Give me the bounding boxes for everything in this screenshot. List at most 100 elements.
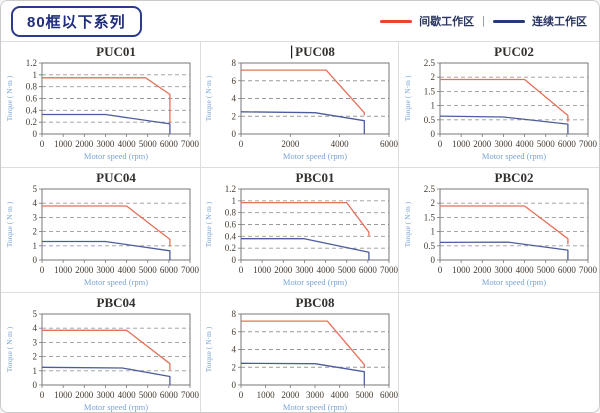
- y-tick-label: 6: [232, 327, 237, 337]
- x-tick-label: 2000: [473, 139, 492, 149]
- x-tick-label: 7000: [380, 265, 399, 275]
- x-tick-label: 3000: [96, 139, 115, 149]
- legend-label: 连续工作区: [532, 16, 587, 28]
- x-tick-label: 2000: [281, 139, 300, 149]
- x-tick-label: 1000: [257, 390, 276, 400]
- series-line-continuous: [41, 113, 171, 134]
- x-tick-label: 0: [438, 265, 443, 275]
- text-cursor: [291, 45, 293, 59]
- x-axis-label: Motor speed (rpm): [283, 277, 347, 287]
- x-axis-label: Motor speed (rpm): [83, 277, 147, 287]
- x-tick-label: 0: [239, 265, 244, 275]
- series-line-continuous: [240, 111, 365, 134]
- chart-title: PUC02: [494, 44, 534, 59]
- y-axis-label: Torque ( N·m ): [403, 201, 412, 247]
- x-tick-label: 3000: [96, 265, 115, 275]
- y-tick-label: 0: [232, 255, 237, 265]
- x-tick-label: 0: [39, 139, 44, 149]
- y-tick-label: 0.6: [225, 220, 237, 230]
- y-tick-label: 0: [431, 129, 436, 139]
- y-tick-label: 2: [232, 111, 237, 121]
- x-tick-label: 6000: [359, 265, 378, 275]
- series-line-continuous: [240, 362, 365, 385]
- x-tick-label: 1000: [253, 265, 272, 275]
- y-tick-label: 0: [32, 380, 37, 390]
- y-tick-label: 1: [232, 196, 237, 206]
- x-tick-label: 6000: [380, 139, 399, 149]
- x-tick-label: 3000: [295, 265, 314, 275]
- y-tick-label: 1: [32, 366, 37, 376]
- x-tick-label: 5000: [355, 390, 374, 400]
- y-tick-label: 3: [32, 337, 37, 347]
- y-tick-label: 2: [431, 72, 436, 82]
- x-tick-label: 5000: [537, 139, 556, 149]
- x-tick-label: 5000: [138, 265, 157, 275]
- x-tick-label: 4000: [117, 390, 136, 400]
- chart-title: PUC04: [96, 170, 136, 185]
- chart-puc02: PUC02 0 0.5 1 1.5 2 2.5 0 1000 2000 3000 4000 5000 60…: [403, 44, 598, 161]
- red-line-swatch-icon: [380, 19, 413, 23]
- y-axis-label: Torque ( N·m ): [204, 326, 213, 372]
- chart-cell-pbc08: PBC08 0 2 4 6 8 0 1000 2000 3000 4000 5000 6000 Motor…: [201, 293, 399, 412]
- x-tick-label: 5000: [537, 265, 556, 275]
- series-line-intermittent: [440, 78, 569, 123]
- chart-title: PBC01: [296, 170, 335, 185]
- y-tick-label: 0: [232, 129, 237, 139]
- y-axis-label: Torque ( N·m ): [5, 326, 14, 372]
- series-line-intermittent: [41, 205, 171, 247]
- x-tick-label: 1000: [54, 139, 73, 149]
- y-tick-label: 0: [32, 129, 37, 139]
- x-tick-label: 7000: [181, 139, 200, 149]
- chart-cell-puc01: PUC01 0 0.2 0.4 0.6 0.8 1 1.2 0 1000 2000 3000 4000 5…: [1, 42, 201, 168]
- x-tick-label: 0: [239, 139, 244, 149]
- series-line-intermittent: [440, 205, 569, 245]
- y-tick-label: 3: [32, 212, 37, 222]
- y-tick-label: 1.2: [225, 184, 236, 194]
- series-line-continuous: [41, 366, 171, 385]
- x-axis-label: Motor speed (rpm): [83, 402, 147, 412]
- x-tick-label: 3000: [494, 265, 513, 275]
- y-tick-label: 1.2: [25, 58, 36, 68]
- x-tick-label: 5000: [338, 265, 357, 275]
- y-tick-label: 0.2: [25, 117, 36, 127]
- chart-title: PBC02: [495, 170, 534, 185]
- y-tick-label: 8: [232, 58, 237, 68]
- y-tick-label: 5: [32, 184, 37, 194]
- y-tick-label: 5: [32, 309, 37, 319]
- x-tick-label: 2000: [75, 139, 94, 149]
- x-tick-label: 7000: [181, 265, 200, 275]
- x-tick-label: 4000: [317, 265, 336, 275]
- series-line-intermittent: [41, 77, 171, 124]
- y-tick-label: 0.4: [225, 231, 237, 241]
- y-tick-label: 4: [32, 198, 37, 208]
- legend-item-continuous: 连续工作区: [493, 13, 587, 29]
- chart-cell-puc04: PUC04 0 1 2 3 4 5 0 1000 2000 3000 4000 5000 6000 7000…: [1, 168, 201, 293]
- empty-cell: [399, 293, 599, 412]
- x-tick-label: 6000: [558, 265, 577, 275]
- x-tick-label: 3000: [494, 139, 513, 149]
- x-tick-label: 4000: [117, 265, 136, 275]
- chart-title: PBC04: [96, 295, 136, 310]
- y-tick-label: 1: [32, 241, 37, 251]
- x-tick-label: 0: [39, 390, 44, 400]
- x-tick-label: 6000: [159, 265, 178, 275]
- series-line-intermittent: [241, 69, 365, 116]
- y-tick-label: 0.8: [25, 82, 37, 92]
- x-axis-label: Motor speed (rpm): [283, 151, 347, 161]
- y-axis-label: Torque ( N·m ): [204, 201, 213, 247]
- y-tick-label: 2.5: [424, 184, 436, 194]
- y-tick-label: 0: [32, 255, 37, 265]
- x-tick-label: 2000: [281, 390, 300, 400]
- x-tick-label: 6000: [159, 390, 178, 400]
- x-tick-label: 0: [438, 139, 443, 149]
- chart-cell-pbc02: PBC02 0 0.5 1 1.5 2 2.5 0 1000 2000 3000 4000 5000 60…: [399, 168, 599, 293]
- plot-border: [439, 188, 589, 261]
- plot-border: [41, 313, 190, 386]
- y-tick-label: 1: [32, 70, 37, 80]
- series-line-continuous: [439, 241, 569, 260]
- x-tick-label: 6000: [159, 139, 178, 149]
- y-tick-label: 0: [232, 380, 237, 390]
- series-line-intermittent: [241, 320, 365, 369]
- y-tick-label: 2: [32, 227, 37, 237]
